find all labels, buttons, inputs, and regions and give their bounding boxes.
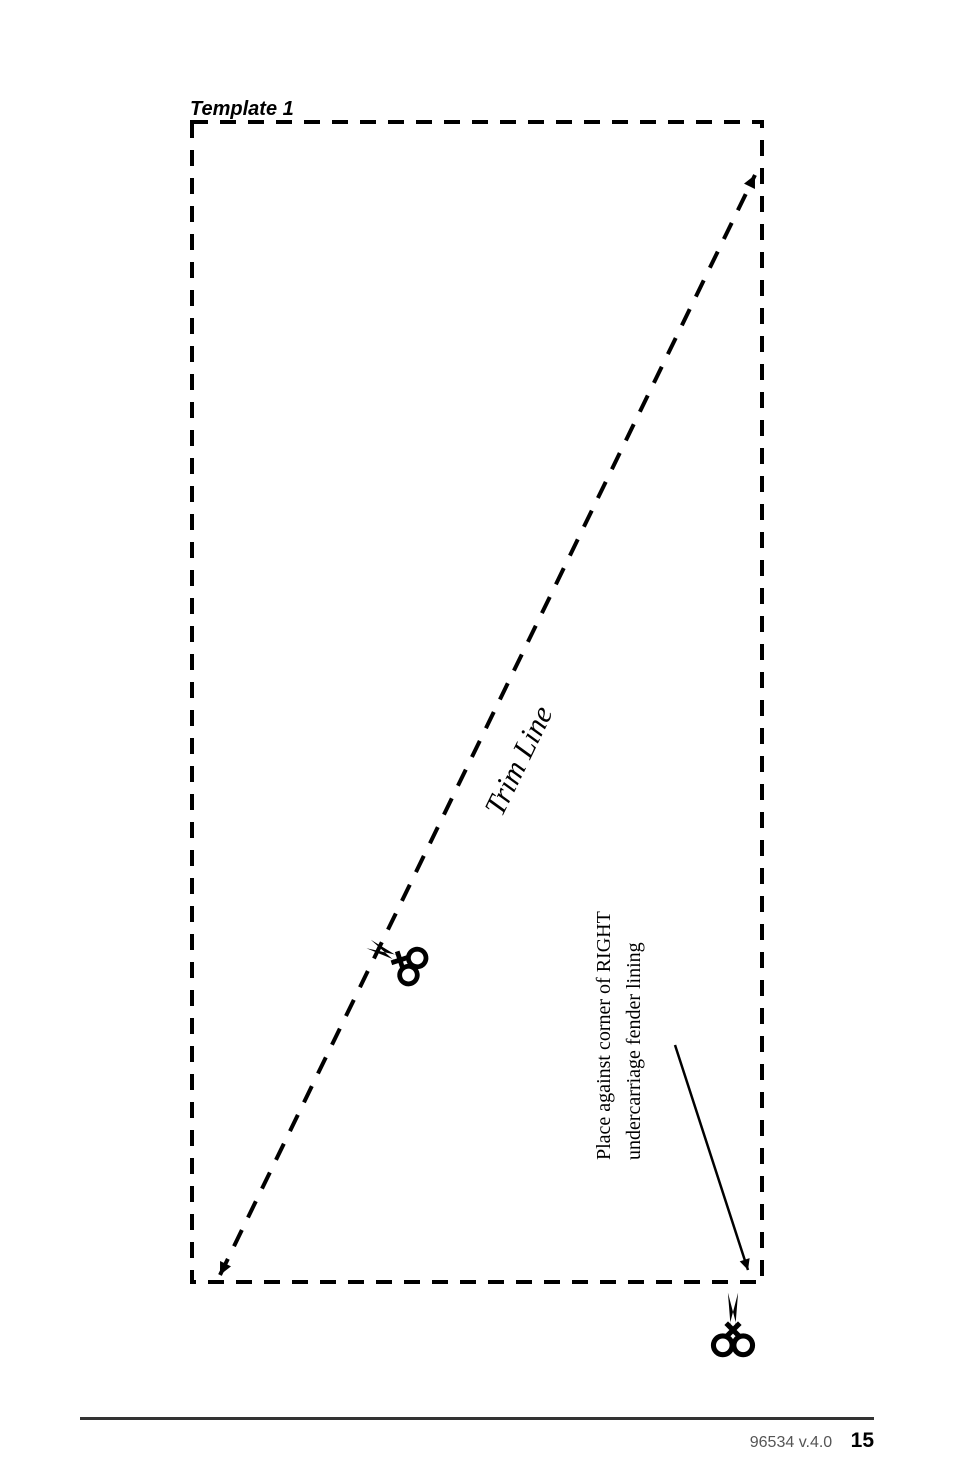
scissors-icon (360, 928, 429, 987)
footer: 96534 v.4.0 15 (750, 1429, 874, 1453)
template-title: Template 1 (190, 98, 294, 121)
template-diagram: Trim LinePlace against corner of RIGHTun… (190, 120, 790, 1380)
placement-text-2: undercarriage fender lining (623, 942, 645, 1160)
placement-text-1: Place against corner of RIGHT (593, 911, 615, 1160)
footer-line (80, 1417, 874, 1420)
page-number: 15 (851, 1429, 874, 1452)
scissors-icon (713, 1293, 752, 1355)
page: Template 1 Trim LinePlace against corner… (0, 0, 954, 1475)
doc-id: 96534 v.4.0 (750, 1434, 832, 1451)
